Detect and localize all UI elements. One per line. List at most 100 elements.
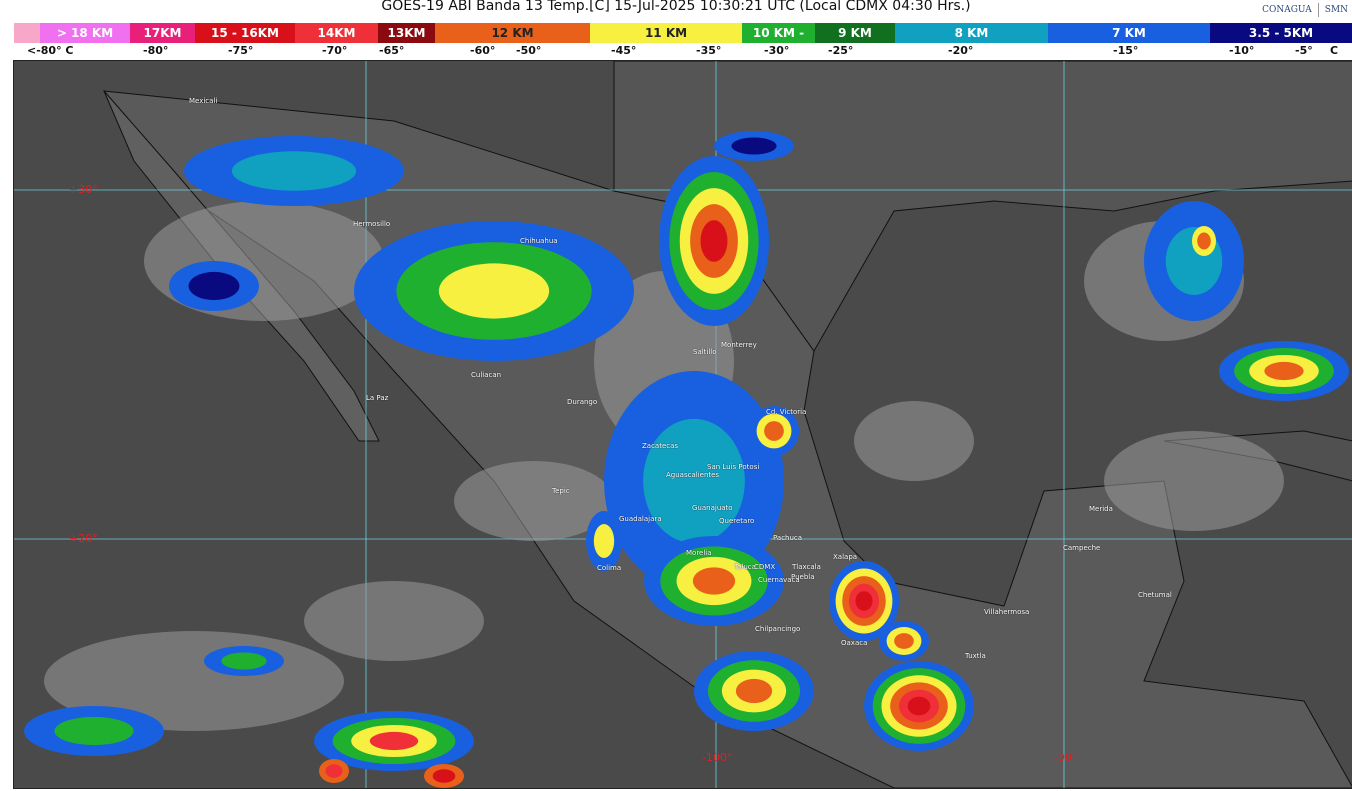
storm-cloud <box>1197 232 1211 250</box>
logos: CONAGUA SMN <box>1262 3 1348 17</box>
cloud-cover <box>1104 431 1284 531</box>
scale-segment: 17KM <box>130 23 195 43</box>
storm-cloud <box>692 567 736 595</box>
storm-cloud <box>369 731 419 751</box>
storm-cloud <box>325 764 343 778</box>
city-label: Pachuca <box>773 534 803 542</box>
satellite-image <box>14 61 1352 788</box>
cloud-cover <box>854 401 974 481</box>
temperature-label: -60° <box>470 44 496 57</box>
city-label: Chetumal <box>1138 591 1172 599</box>
city-label: Campeche <box>1063 544 1101 552</box>
cloud-cover <box>144 201 384 321</box>
scale-segment: 11 KM <box>590 23 742 43</box>
storm-cloud <box>438 263 550 319</box>
city-label: Cuernavaca <box>758 576 800 584</box>
storm-cloud <box>764 421 784 441</box>
scale-segment: 8 KM <box>895 23 1048 43</box>
city-label: San Luis Potosi <box>707 463 760 471</box>
scale-segment: 12 KM <box>435 23 590 43</box>
storm-cloud <box>593 524 615 558</box>
city-label: Tepic <box>552 487 570 495</box>
grid-coordinate-label: -1 <box>14 751 15 764</box>
satellite-map[interactable]: Mexicali Hermosillo Chihuahua Culiacan La Pa… <box>13 60 1352 789</box>
city-label: Xalapa <box>833 553 858 561</box>
storm-cloud <box>894 633 914 649</box>
city-label: Monterrey <box>721 341 757 349</box>
city-label: Villahermosa <box>984 608 1030 616</box>
city-label: Morelia <box>686 549 712 557</box>
grid-coordinate-label: -100° <box>702 751 733 764</box>
city-label: Puebla <box>791 573 815 581</box>
city-label: Colima <box>597 564 622 572</box>
map-title: GOES-19 ABI Banda 13 Temp.[C] 15-Jul-202… <box>381 0 971 14</box>
scale-segment: 10 KM - <box>742 23 815 43</box>
temperature-label: -35° <box>696 44 722 57</box>
conagua-logo: CONAGUA <box>1262 5 1312 15</box>
scale-segment: > 18 KM <box>40 23 130 43</box>
city-label: Cd. Victoria <box>766 408 807 416</box>
city-label: Chihuahua <box>520 237 558 245</box>
scale-segment: 9 KM <box>815 23 895 43</box>
scale-segment: 13KM <box>378 23 435 43</box>
temperature-label: -30° <box>764 44 790 57</box>
storm-cloud <box>731 137 777 155</box>
city-label: Zacatecas <box>642 442 679 450</box>
temperature-label: <-80° C <box>27 44 74 57</box>
grid-coordinate-label: +30° <box>69 183 98 196</box>
temperature-label: -25° <box>828 44 854 57</box>
city-label: Saltillo <box>693 348 717 356</box>
temperature-label: -65° <box>379 44 405 57</box>
city-label: Aguascalientes <box>666 471 720 479</box>
storm-cloud <box>907 696 931 716</box>
city-label: Chilpancingo <box>755 625 801 633</box>
cloud-cover <box>304 581 484 661</box>
storm-cloud <box>643 418 745 544</box>
temperature-label: -10° <box>1229 44 1255 57</box>
city-label: Guanajuato <box>692 504 733 512</box>
scale-segment: 15 - 16KM <box>195 23 295 43</box>
city-label: Merida <box>1089 505 1113 513</box>
temperature-label: -5° <box>1295 44 1313 57</box>
city-label: Tuxtla <box>965 652 986 660</box>
grid-coordinate-label: +20° <box>69 532 98 545</box>
scale-segment: 14KM <box>295 23 378 43</box>
temperature-label: C <box>1330 44 1339 57</box>
storm-cloud <box>221 652 267 670</box>
city-label: Guadalajara <box>619 515 662 523</box>
temperature-label: -45° <box>611 44 637 57</box>
temperature-label: -70° <box>322 44 348 57</box>
city-label: Tlaxcala <box>792 563 821 571</box>
cloud-cover <box>454 461 614 541</box>
temperature-label: -20° <box>948 44 974 57</box>
scale-segment <box>14 23 40 43</box>
grid-coordinate-label: -90° <box>1054 751 1078 764</box>
storm-cloud <box>855 591 873 611</box>
city-label: Oaxaca <box>841 639 868 647</box>
city-label: Durango <box>567 398 598 406</box>
storm-cloud <box>54 716 134 746</box>
scale-segment: 7 KM <box>1048 23 1210 43</box>
temperature-label: -15° <box>1113 44 1139 57</box>
storm-cloud <box>231 151 357 191</box>
city-label: CDMX <box>754 563 776 571</box>
temperature-label: -75° <box>228 44 254 57</box>
storm-cloud <box>700 220 728 262</box>
city-label: Culiacan <box>471 371 502 379</box>
storm-cloud <box>1264 361 1304 381</box>
city-label: Queretaro <box>719 517 755 525</box>
storm-cloud <box>188 271 240 301</box>
temperature-label: -50° <box>516 44 542 57</box>
logo-divider <box>1317 3 1319 17</box>
city-label: Toluca <box>734 563 756 571</box>
temperature-label: -80° <box>143 44 169 57</box>
temperature-scale: <-80° C -80° -75° -70° -65° -60° -50° -45° -35° -… <box>0 44 1352 60</box>
smn-logo: SMN <box>1324 5 1348 15</box>
scale-segment: 3.5 - 5KM <box>1210 23 1352 43</box>
color-scale-legend: > 18 KM 17KM 15 - 16KM 14KM 13KM 12 KM 11 KM 10… <box>14 23 1352 43</box>
storm-cloud <box>735 678 773 704</box>
storm-cloud <box>432 769 456 783</box>
city-label: Hermosillo <box>353 220 391 228</box>
city-label: Mexicali <box>189 97 218 105</box>
city-label: La Paz <box>366 394 389 402</box>
